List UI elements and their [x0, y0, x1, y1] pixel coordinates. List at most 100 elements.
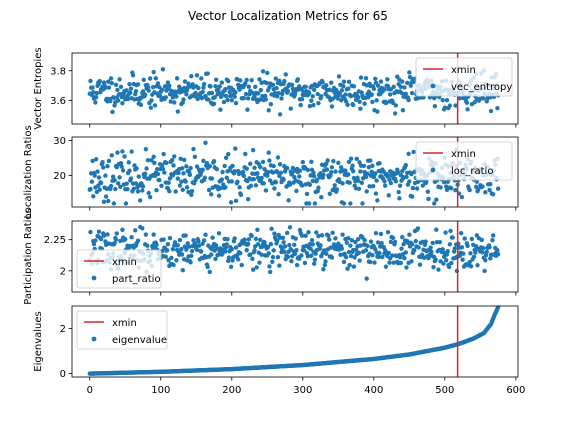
legend-label-xmin: xmin — [112, 318, 137, 329]
vec_entropy-point — [266, 108, 271, 113]
vec_entropy-point — [97, 78, 102, 84]
part_ratio-point — [248, 252, 253, 257]
part_ratio-point — [386, 250, 391, 256]
part_ratio-point — [490, 233, 496, 238]
part_ratio-point — [430, 240, 435, 246]
loc_ratio-point — [187, 172, 193, 177]
legend-box — [415, 141, 513, 181]
vec_entropy-point — [233, 100, 239, 106]
vec_entropy-point — [223, 86, 228, 92]
loc_ratio-point — [245, 196, 251, 202]
y-tick-label: 0 — [60, 369, 66, 380]
vec_entropy-point — [226, 78, 231, 84]
loc_ratio-point — [250, 147, 256, 153]
part_ratio-point — [113, 237, 119, 242]
loc_ratio-point — [325, 158, 330, 163]
loc_ratio-point — [420, 183, 426, 188]
vec_entropy-point — [153, 76, 159, 81]
vec_entropy-point — [351, 84, 357, 89]
part_ratio-point — [272, 231, 277, 236]
part_ratio-point — [348, 243, 353, 248]
part_ratio-point — [175, 243, 181, 248]
loc_ratio-point — [426, 196, 431, 202]
loc_ratio-point — [397, 196, 402, 201]
loc_ratio-point — [144, 166, 149, 171]
part_ratio-point — [440, 247, 445, 252]
part_ratio-point — [353, 239, 358, 245]
panel-4: 0 2 0 100 200 300 400 500 600 Eigenvalues xmin eige… — [33, 305, 525, 396]
loc_ratio-point — [106, 158, 112, 164]
part_ratio-point — [488, 256, 493, 261]
vec_entropy-point — [465, 107, 470, 112]
part_ratio-point — [473, 250, 478, 255]
y-axis-label: Eigenvalues — [33, 311, 44, 371]
axes-frame — [71, 305, 519, 378]
part_ratio-point — [465, 243, 470, 249]
part_ratio-point — [444, 258, 449, 263]
loc_ratio-point — [115, 181, 121, 186]
part_ratio-point — [407, 232, 412, 237]
loc_ratio-point — [359, 180, 364, 185]
x-tick-label: 300 — [293, 385, 312, 396]
part_ratio-point — [242, 237, 247, 242]
y-axis-label: Participation Ratios — [23, 208, 34, 305]
part_ratio-point — [203, 232, 208, 237]
loc_ratio-point — [297, 174, 302, 179]
loc_ratio-point — [307, 182, 313, 188]
vec_entropy-point — [356, 95, 361, 100]
part_ratio-point — [207, 269, 212, 275]
part_ratio-point — [246, 237, 252, 242]
loc_ratio-point — [179, 166, 185, 171]
x-tick-label: 100 — [151, 385, 170, 396]
loc_ratio-point — [96, 175, 102, 180]
vec_entropy-point — [125, 96, 131, 102]
loc_ratio-point — [404, 174, 409, 180]
eigenvalue-point — [495, 306, 501, 310]
loc_ratio-point — [89, 179, 95, 184]
loc_ratio-point — [284, 166, 290, 171]
vec_entropy-point — [145, 84, 151, 90]
loc_ratio-point — [146, 190, 151, 196]
vec_entropy-point — [383, 100, 389, 106]
loc_ratio-point — [334, 187, 340, 192]
loc_ratio-point — [140, 188, 145, 193]
axes-frame — [71, 52, 519, 125]
vec_entropy-point — [218, 107, 223, 112]
part_ratio-point — [226, 255, 232, 260]
loc_ratio-point — [149, 158, 154, 163]
loc_ratio-point — [277, 162, 283, 167]
vec_entropy-point — [374, 98, 379, 103]
loc_ratio-point — [410, 185, 416, 191]
vec_entropy-point — [405, 80, 410, 86]
loc_ratio-point — [119, 164, 124, 169]
part_ratio-point — [340, 232, 345, 237]
vec_entropy-point — [369, 92, 374, 97]
vec_entropy-point — [243, 91, 249, 97]
vec_entropy-point — [444, 97, 450, 103]
loc_ratio-point — [346, 159, 352, 165]
loc_ratio-point — [348, 156, 354, 161]
vec_entropy-point — [392, 111, 398, 116]
vec_entropy-point — [345, 102, 350, 108]
loc_ratio-point — [173, 189, 178, 194]
vec_entropy-point — [142, 92, 148, 97]
part_ratio-point — [461, 251, 466, 256]
loc_ratio-point — [431, 201, 437, 206]
loc_ratio-point — [414, 186, 420, 191]
part_ratio-point — [431, 265, 436, 270]
part_ratio-point — [468, 251, 473, 256]
loc_ratio-point — [101, 165, 106, 170]
part_ratio-point — [189, 248, 195, 254]
vec_entropy-point — [310, 94, 315, 99]
loc_ratio-point — [340, 181, 345, 186]
part_ratio-point — [356, 237, 361, 242]
part_ratio-point — [223, 249, 228, 254]
legend-series-swatch — [430, 167, 436, 173]
part_ratio-point — [436, 267, 441, 272]
vec_entropy-point — [245, 107, 250, 112]
part_ratio-point — [170, 247, 176, 252]
y-tick-label: 20 — [53, 171, 66, 182]
loc_ratio-point — [490, 192, 496, 197]
part_ratio-point — [321, 267, 326, 272]
y-axis-label: Vector Entropies — [33, 47, 44, 129]
